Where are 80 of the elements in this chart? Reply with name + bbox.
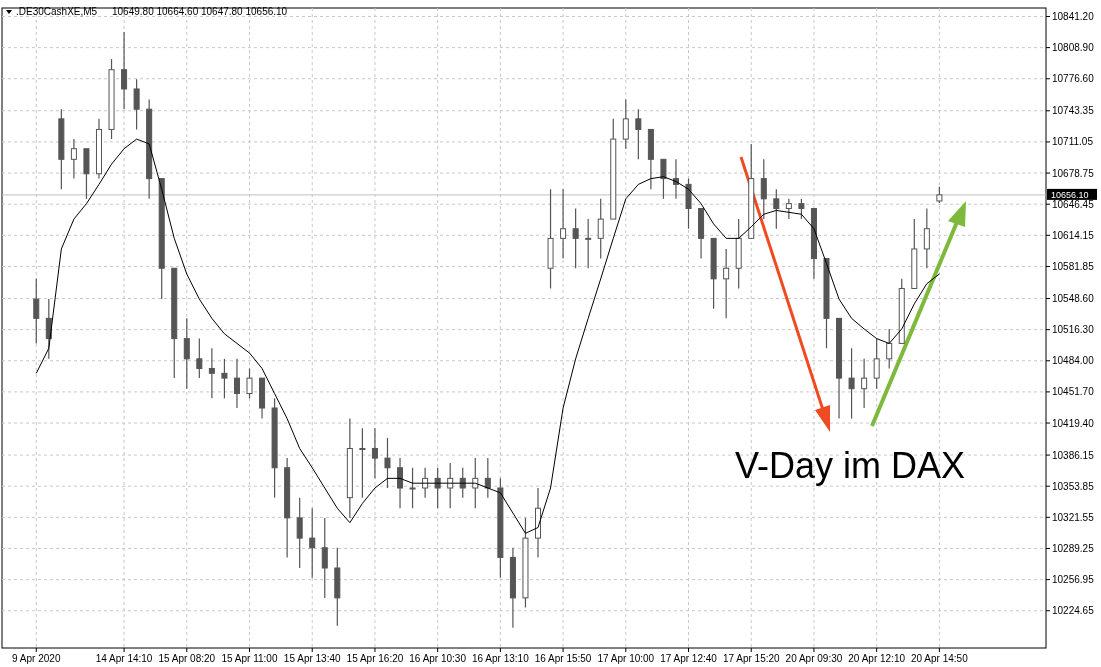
candlestick xyxy=(484,457,491,499)
candlestick xyxy=(133,78,140,131)
y-tick-label: 10419.40 xyxy=(1052,417,1095,429)
candlestick xyxy=(422,467,429,499)
x-tick-label: 9 Apr 2020 xyxy=(12,653,61,664)
x-tick-label: 20 Apr 12:10 xyxy=(848,653,906,664)
candlestick xyxy=(447,462,454,509)
candlestick xyxy=(309,507,316,579)
y-tick-label: 10289.25 xyxy=(1052,542,1095,554)
candlestick xyxy=(597,198,604,260)
candlestick xyxy=(635,108,642,160)
y-tick-label: 10581.85 xyxy=(1052,260,1095,272)
y-tick-label: 10516.30 xyxy=(1052,324,1095,336)
candlestick xyxy=(296,497,303,569)
y-tick-label: 10678.75 xyxy=(1052,167,1095,179)
candlestick xyxy=(183,317,190,390)
candlestick xyxy=(785,198,792,220)
y-tick-label: 10321.55 xyxy=(1052,511,1095,523)
x-tick-label: 17 Apr 12:40 xyxy=(660,653,718,664)
x-tick-label: 15 Apr 16:20 xyxy=(346,653,404,664)
x-tick-label: 17 Apr 15:20 xyxy=(722,653,781,664)
candlestick xyxy=(121,31,128,110)
x-tick-label: 16 Apr 10:30 xyxy=(409,653,467,664)
x-tick-label: 20 Apr 14:50 xyxy=(911,653,969,664)
candlestick xyxy=(723,248,730,319)
candlestick xyxy=(773,188,780,230)
x-tick-label: 20 Apr 09:30 xyxy=(785,653,843,664)
candlestick xyxy=(622,98,629,150)
y-tick-label: 10711.05 xyxy=(1052,136,1094,148)
candlestick xyxy=(359,427,366,499)
candlestick xyxy=(233,358,240,409)
candlestick xyxy=(861,358,868,409)
candlestick xyxy=(33,278,40,345)
candlestick xyxy=(371,427,378,479)
x-tick-label: 15 Apr 11:00 xyxy=(221,653,278,664)
x-tick-label: 16 Apr 13:10 xyxy=(472,653,530,664)
ref-line-label: 10656.10 xyxy=(1051,189,1089,200)
candlestick xyxy=(70,138,77,180)
y-tick-label: 10451.70 xyxy=(1052,386,1095,398)
candlestick xyxy=(196,338,203,379)
chart-subtitle: 10649.80 10664.60 10647.80 10656.10 xyxy=(112,6,288,17)
candlestick xyxy=(873,338,880,390)
y-tick-label: 10386.15 xyxy=(1052,449,1095,461)
candlestick xyxy=(848,347,855,420)
y-tick-label: 10224.65 xyxy=(1052,605,1095,617)
x-tick-label: 15 Apr 08:20 xyxy=(158,653,216,664)
candlestick xyxy=(459,467,466,499)
candlestick xyxy=(886,328,893,370)
candlestick xyxy=(572,207,579,269)
y-tick-label: 10484.00 xyxy=(1052,355,1095,367)
candlestick xyxy=(409,467,416,509)
candlestick xyxy=(321,517,328,599)
y-tick-label: 10743.35 xyxy=(1052,105,1095,117)
candlestick xyxy=(397,457,404,509)
candlestick xyxy=(798,198,805,220)
x-tick-label: 17 Apr 10:00 xyxy=(597,653,655,664)
candlestick xyxy=(384,437,391,489)
candlestick xyxy=(560,188,567,260)
candlestick xyxy=(660,158,667,200)
candlestick xyxy=(208,347,215,399)
y-tick-label: 10808.90 xyxy=(1052,42,1095,54)
y-tick-label: 10256.95 xyxy=(1052,574,1095,586)
candlestick xyxy=(923,207,930,269)
candlestick xyxy=(221,358,228,399)
x-tick-label: 14 Apr 14:10 xyxy=(95,653,153,664)
y-tick-label: 10776.60 xyxy=(1052,73,1095,85)
y-tick-label: 10353.85 xyxy=(1052,480,1095,492)
candlestick xyxy=(434,467,441,509)
y-tick-label: 10646.45 xyxy=(1052,198,1095,210)
y-tick-label: 10841.20 xyxy=(1052,10,1095,22)
candlestick xyxy=(246,367,253,399)
candlestick xyxy=(472,457,479,509)
y-tick-label: 10614.15 xyxy=(1052,229,1095,241)
chart-title: .DE30CashXE,M5 xyxy=(16,6,98,17)
annotation: V-Day im DAX xyxy=(735,445,966,486)
x-tick-label: 15 Apr 13:40 xyxy=(283,653,342,664)
candlestick xyxy=(760,158,767,220)
x-tick-label: 16 Apr 15:50 xyxy=(534,653,592,664)
candlestick xyxy=(585,218,592,269)
y-tick-label: 10548.60 xyxy=(1052,293,1095,305)
